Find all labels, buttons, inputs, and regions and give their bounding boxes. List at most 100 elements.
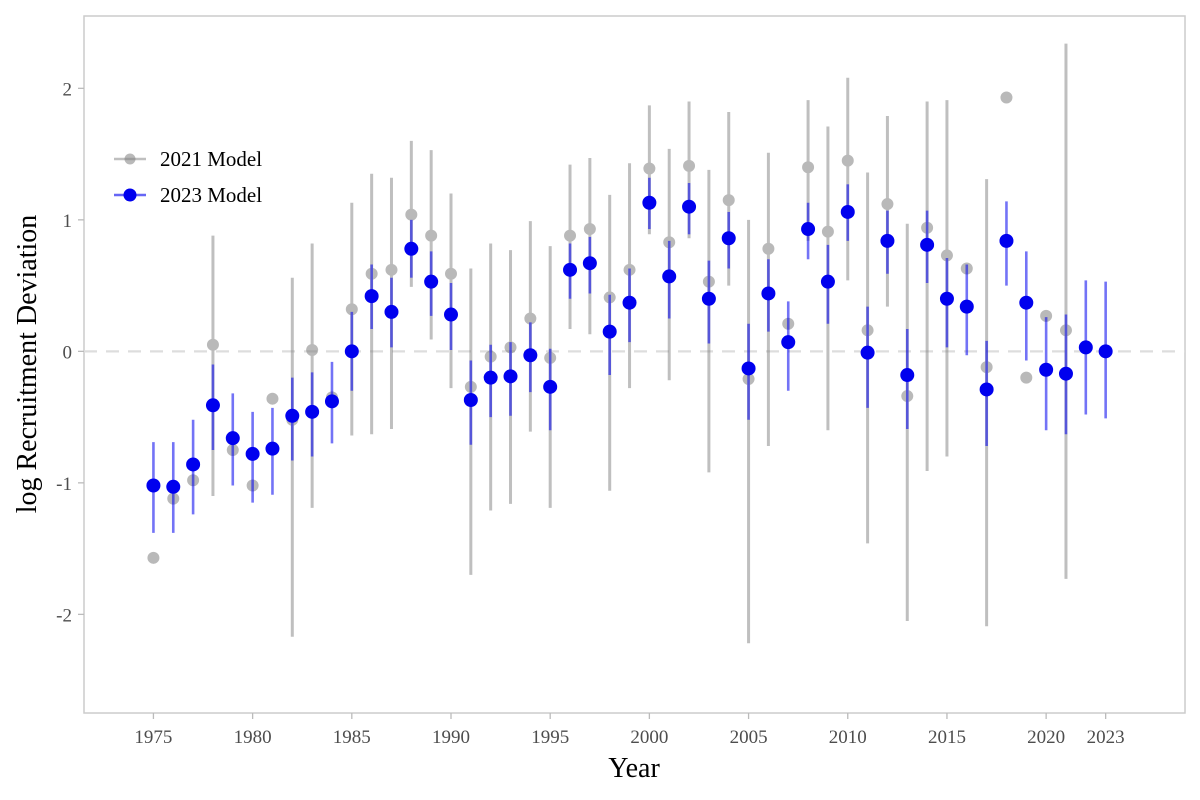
data-point — [424, 274, 439, 289]
data-point — [564, 229, 577, 242]
legend-label: 2023 Model — [160, 183, 262, 207]
data-point — [762, 242, 775, 255]
legend-marker — [123, 188, 137, 202]
legend-label: 2021 Model — [160, 147, 262, 171]
data-point — [1039, 362, 1054, 377]
data-point — [721, 231, 736, 246]
data-point — [1078, 340, 1093, 355]
legend-item: 2023 Model — [114, 183, 262, 207]
data-point — [324, 394, 339, 409]
data-point — [225, 431, 240, 446]
x-tick-label: 1980 — [234, 727, 272, 748]
data-point — [186, 457, 201, 472]
data-point — [761, 286, 776, 301]
data-point — [444, 307, 458, 322]
data-point — [563, 262, 578, 277]
data-point — [602, 324, 617, 339]
plot-border — [83, 15, 1186, 714]
data-point — [959, 299, 974, 314]
data-point — [643, 162, 656, 175]
data-point — [881, 198, 894, 211]
data-point — [939, 291, 954, 306]
data-point — [900, 368, 915, 383]
data-point — [306, 344, 319, 357]
data-point — [404, 241, 419, 256]
x-tick-label: 2010 — [829, 727, 867, 748]
x-axis-title: Year — [608, 753, 660, 784]
data-point — [344, 344, 359, 359]
data-point — [147, 551, 160, 564]
data-point — [582, 256, 597, 271]
data-point — [1098, 344, 1113, 359]
data-point — [1058, 366, 1073, 381]
y-axis: -2 -1 0 1 2 — [56, 79, 84, 626]
data-point — [662, 269, 677, 284]
data-point — [205, 398, 220, 413]
data-point — [405, 208, 418, 221]
data-point — [285, 408, 300, 423]
x-tick-label: 1990 — [432, 727, 470, 748]
data-point — [701, 291, 716, 306]
data-point — [682, 199, 697, 214]
data-point — [920, 237, 935, 252]
data-point — [781, 335, 796, 350]
data-point — [245, 446, 260, 461]
data-point — [583, 223, 596, 236]
data-point — [880, 233, 895, 248]
data-point — [840, 204, 855, 219]
data-point — [1020, 371, 1033, 384]
y-tick-label: -1 — [56, 474, 72, 495]
data-point — [425, 229, 438, 242]
data-point — [265, 441, 280, 456]
data-point — [979, 382, 994, 397]
data-point — [445, 267, 457, 280]
data-point — [523, 348, 538, 363]
data-point — [622, 295, 637, 310]
data-point — [722, 194, 735, 207]
data-point — [384, 304, 399, 319]
x-tick-label: 1985 — [333, 727, 371, 748]
y-tick-label: 2 — [63, 79, 73, 100]
data-point — [841, 154, 854, 167]
x-axis: 1975 1980 1985 1990 1995 2000 2005 2010 2015 2020… — [134, 713, 1125, 748]
data-point — [802, 161, 815, 174]
y-tick-label: 1 — [63, 211, 73, 232]
plot-area — [83, 15, 1186, 714]
data-point — [683, 159, 696, 172]
y-tick-label: -2 — [56, 605, 72, 626]
data-point — [1019, 295, 1034, 310]
data-point — [821, 225, 834, 238]
legend-item: 2021 Model — [114, 147, 262, 171]
data-point — [860, 345, 875, 360]
x-tick-label: 2020 — [1027, 727, 1065, 748]
data-point — [1000, 91, 1013, 104]
data-point — [999, 233, 1014, 248]
data-point — [820, 274, 835, 289]
data-point — [364, 289, 379, 304]
data-point — [166, 479, 181, 494]
data-point — [642, 195, 657, 210]
data-point — [305, 404, 320, 419]
data-point — [206, 338, 219, 351]
data-point — [801, 222, 816, 237]
x-tick-label: 2005 — [730, 727, 768, 748]
x-tick-label: 2023 — [1087, 727, 1125, 748]
legend: 2021 Model 2023 Model — [114, 147, 262, 207]
y-tick-label: 0 — [63, 342, 73, 363]
data-point — [385, 263, 398, 276]
data-point — [266, 392, 279, 405]
data-point — [503, 369, 518, 384]
data-point — [543, 379, 558, 394]
y-axis-title: log Recruitment Deviation — [12, 215, 43, 514]
data-point — [463, 393, 478, 408]
x-tick-label: 2000 — [630, 727, 668, 748]
x-tick-label: 2015 — [928, 727, 966, 748]
series-1 — [146, 177, 1113, 533]
data-point — [146, 478, 161, 493]
data-point — [483, 370, 498, 385]
x-tick-label: 1995 — [531, 727, 569, 748]
x-tick-label: 1975 — [134, 727, 172, 748]
data-point — [741, 361, 756, 376]
data-point — [524, 312, 537, 325]
